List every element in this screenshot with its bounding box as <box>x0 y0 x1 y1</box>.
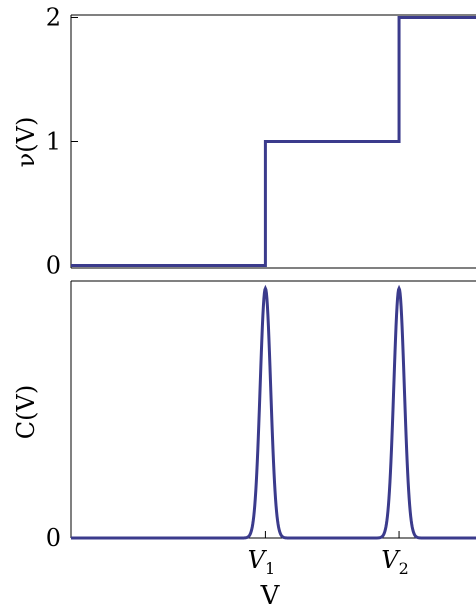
bottom-x-tick-label-0: V1 <box>248 546 276 578</box>
top-series-line-0 <box>71 15 476 268</box>
top-y-axis-label: ν(V) <box>12 117 40 168</box>
top-y-tick-label-0: 0 <box>46 252 61 280</box>
bottom-y-tick-label-0: 0 <box>46 524 61 552</box>
bottom-series-line-0 <box>71 284 476 540</box>
bottom-y-axis-label: C(V) <box>12 385 40 439</box>
bottom-panel: 0 V1 V2 C(V) V <box>12 280 476 611</box>
top-y-tick-label-2: 2 <box>46 3 61 31</box>
bottom-x-axis-label: V <box>260 581 281 610</box>
top-y-tick-label-1: 1 <box>46 128 61 156</box>
bottom-x-tick-label-1: V2 <box>381 546 409 578</box>
top-panel: 0 1 2 ν(V) <box>12 3 476 280</box>
